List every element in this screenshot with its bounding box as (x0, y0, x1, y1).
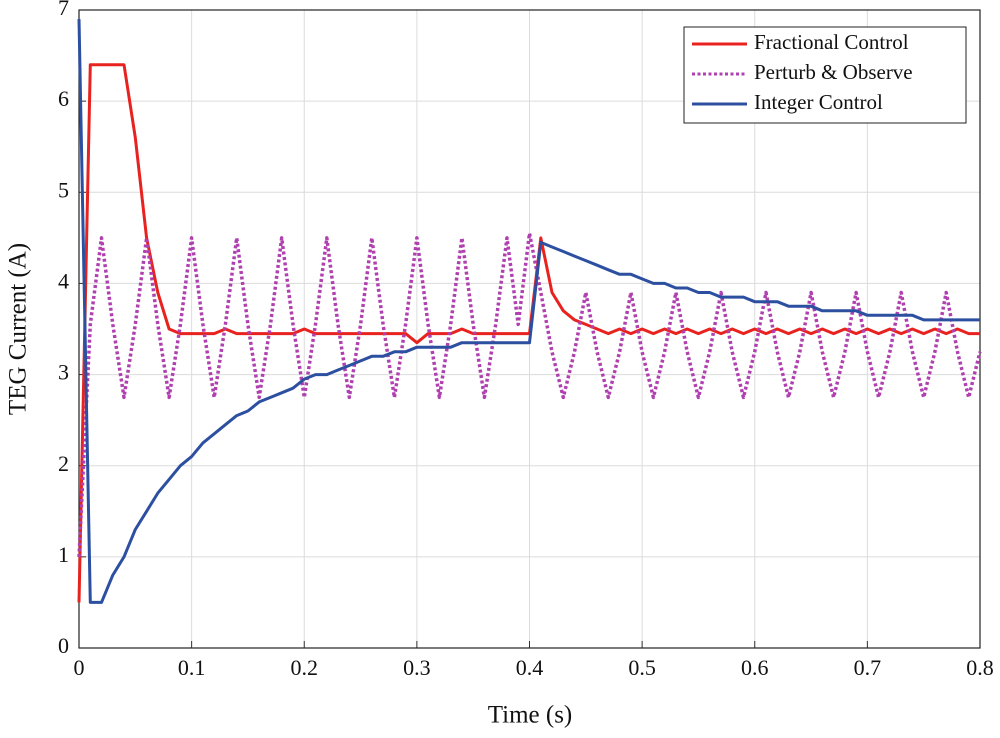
y-tick-label: 6 (58, 86, 69, 111)
data-line (77, 231, 982, 557)
x-tick-label: 0 (74, 655, 85, 680)
y-tick-label: 1 (58, 542, 69, 567)
x-axis-label: Time (s) (488, 702, 573, 729)
y-tick-label: 5 (58, 177, 69, 202)
x-tick-label: 0.3 (403, 655, 431, 680)
y-tick-label: 0 (58, 633, 69, 658)
y-tick-label: 7 (58, 0, 69, 20)
x-tick-label: 0.6 (741, 655, 769, 680)
x-tick-label: 0.7 (854, 655, 882, 680)
y-tick-label: 3 (58, 360, 69, 385)
y-axis-label: TEG Current (A) (5, 243, 32, 415)
x-tick-label: 0.2 (291, 655, 319, 680)
plot-border (78, 9, 981, 649)
legend-label: Integer Control (754, 90, 883, 114)
x-tick-label: 0.4 (516, 655, 544, 680)
x-tick-label: 0.5 (628, 655, 656, 680)
y-tick-label: 4 (58, 268, 69, 293)
y-tick-label: 2 (58, 451, 69, 476)
data-line (77, 19, 980, 604)
legend-label: Fractional Control (754, 30, 909, 54)
x-tick-label: 0.1 (178, 655, 206, 680)
legend-label: Perturb & Observe (754, 60, 913, 84)
x-tick-label: 0.8 (966, 655, 994, 680)
